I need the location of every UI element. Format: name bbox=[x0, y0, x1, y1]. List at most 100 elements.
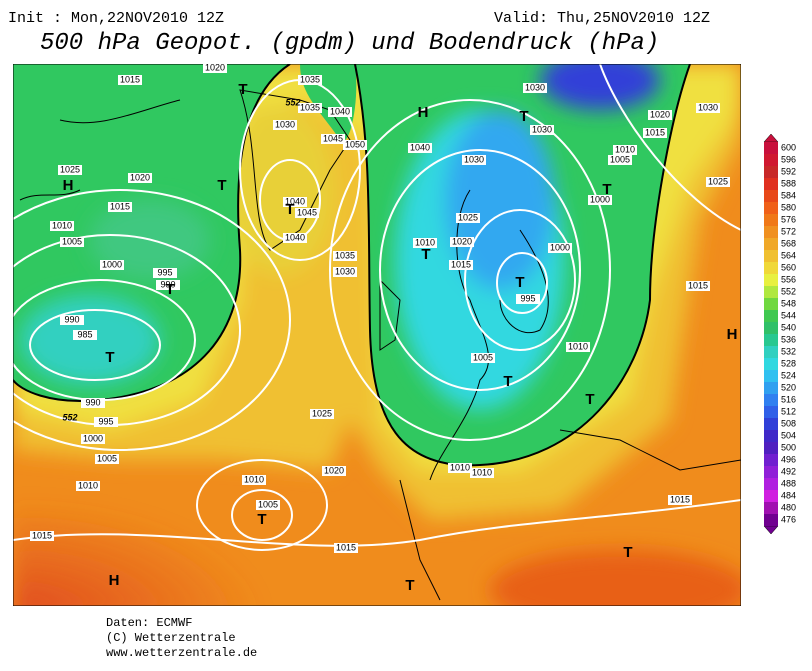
isobar-label: 1020 bbox=[130, 172, 150, 182]
isobar-label: 1010 bbox=[52, 220, 72, 230]
colorbar-label: 560 bbox=[781, 262, 796, 272]
colorbar-tip bbox=[763, 525, 779, 535]
isobar-label-bg bbox=[471, 353, 495, 363]
isobar-label-bg bbox=[566, 342, 590, 352]
isobar-label-bg bbox=[50, 221, 74, 231]
pressure-system: H bbox=[109, 572, 120, 589]
isobar-label-bg bbox=[76, 481, 100, 491]
isobar-label-bg bbox=[95, 454, 119, 464]
isobar-label-bg bbox=[283, 233, 307, 243]
isobar-label: 1005 bbox=[473, 352, 493, 362]
colorbar-label: 512 bbox=[781, 406, 796, 416]
colorbar-band bbox=[764, 442, 778, 454]
isobar-label: 1005 bbox=[62, 236, 82, 246]
colorbar-band bbox=[764, 190, 778, 202]
footer-source: Daten: ECMWF bbox=[106, 616, 192, 630]
isobar-label: 995 bbox=[520, 293, 535, 303]
isobar-label-bg bbox=[516, 294, 540, 304]
footer-url: www.wetterzentrale.de bbox=[106, 646, 257, 660]
isobar-label: 1020 bbox=[650, 109, 670, 119]
isobar-label: 1015 bbox=[336, 542, 356, 552]
colorbar-band bbox=[764, 502, 778, 514]
isobar-label-bg bbox=[81, 398, 105, 408]
pressure-system: T bbox=[585, 391, 594, 408]
isobar-label: 1030 bbox=[464, 154, 484, 164]
isobar-label-bg bbox=[203, 64, 227, 73]
colorbar-label: 588 bbox=[781, 178, 796, 188]
isobar-label-bg bbox=[328, 107, 352, 117]
pressure-system: H bbox=[727, 326, 738, 343]
isobar-label-bg bbox=[523, 83, 547, 93]
isobar-label: 1030 bbox=[335, 266, 355, 276]
colorbar-band bbox=[764, 454, 778, 466]
colorbar-label: 552 bbox=[781, 286, 796, 296]
colorbar-band bbox=[764, 202, 778, 214]
isobar-label: 1005 bbox=[97, 453, 117, 463]
isobar-label-bg bbox=[343, 140, 367, 150]
coastlines bbox=[19, 89, 741, 601]
isobar-label-bg bbox=[58, 165, 82, 175]
isobar-label-bg bbox=[30, 531, 54, 541]
isobar-label: 1020 bbox=[205, 62, 225, 72]
isobar-label-bg bbox=[283, 197, 307, 207]
isobar-label: 1010 bbox=[415, 237, 435, 247]
isobar-label-bg bbox=[81, 434, 105, 444]
colorbar-band bbox=[764, 298, 778, 310]
colorbar-band bbox=[764, 166, 778, 178]
isobar-label-bg bbox=[321, 134, 345, 144]
isobar-label: 1015 bbox=[120, 74, 140, 84]
colorbar: 600 596 592 588 584 580 576 572 568 564 560 556 552 5… bbox=[763, 133, 796, 535]
isobar-label-bg bbox=[60, 237, 84, 247]
isobar-label-bg bbox=[273, 120, 297, 130]
isobar-label-bg bbox=[295, 208, 319, 218]
isobar-label: 1010 bbox=[244, 474, 264, 484]
pressure-system: T bbox=[515, 274, 524, 291]
colorbar-label: 556 bbox=[781, 274, 796, 284]
isobar-label: 1040 bbox=[285, 232, 305, 242]
colorbar-label: 500 bbox=[781, 442, 796, 452]
pressure-system: T bbox=[105, 349, 114, 366]
contour-label: 552 bbox=[62, 412, 77, 422]
isobar-label-bg bbox=[310, 409, 334, 419]
isobar-label-bg bbox=[668, 495, 692, 505]
isobar-label: 1010 bbox=[615, 144, 635, 154]
colorbar-label: 524 bbox=[781, 370, 796, 380]
isobar-label-bg bbox=[128, 173, 152, 183]
isobar-label-bg bbox=[118, 75, 142, 85]
isobar-label: 995 bbox=[157, 267, 172, 277]
isobar-label-bg bbox=[156, 280, 180, 290]
isobar-label: 1040 bbox=[285, 196, 305, 206]
isobar-label-bg bbox=[696, 103, 720, 113]
isobar-label: 990 bbox=[85, 397, 100, 407]
colorbar-label: 548 bbox=[781, 298, 796, 308]
isobar-label: 1015 bbox=[110, 201, 130, 211]
isobar-label-bg bbox=[94, 417, 118, 427]
colorbar-band bbox=[764, 226, 778, 238]
isobar-label-bg bbox=[449, 260, 473, 270]
isobar-label: 1030 bbox=[532, 124, 552, 134]
pressure-system: T bbox=[623, 544, 632, 561]
isobar-label-bg bbox=[706, 177, 730, 187]
colorbar-band bbox=[764, 322, 778, 334]
isobar-label: 1015 bbox=[645, 127, 665, 137]
isobar-label-bg bbox=[450, 237, 474, 247]
colorbar-band bbox=[764, 262, 778, 274]
colorbar-label: 480 bbox=[781, 502, 796, 512]
isobar-label: 990 bbox=[160, 279, 175, 289]
isobar-label: 1015 bbox=[670, 494, 690, 504]
isobar-label: 1025 bbox=[708, 176, 728, 186]
isobar-label-bg bbox=[470, 468, 494, 478]
isobar-label: 1025 bbox=[60, 164, 80, 174]
isobar-label: 1010 bbox=[450, 462, 470, 472]
isobar-label: 1005 bbox=[258, 499, 278, 509]
isobar-label: 1045 bbox=[323, 133, 343, 143]
isobar-label: 985 bbox=[77, 329, 92, 339]
isobar-label: 1035 bbox=[300, 102, 320, 112]
colorbar-band bbox=[764, 346, 778, 358]
contour-label: 552 bbox=[285, 97, 300, 107]
colorbar-band bbox=[764, 238, 778, 250]
colorbar-band bbox=[764, 358, 778, 370]
colorbar-label: 488 bbox=[781, 478, 796, 488]
colorbar-label: 516 bbox=[781, 394, 796, 404]
